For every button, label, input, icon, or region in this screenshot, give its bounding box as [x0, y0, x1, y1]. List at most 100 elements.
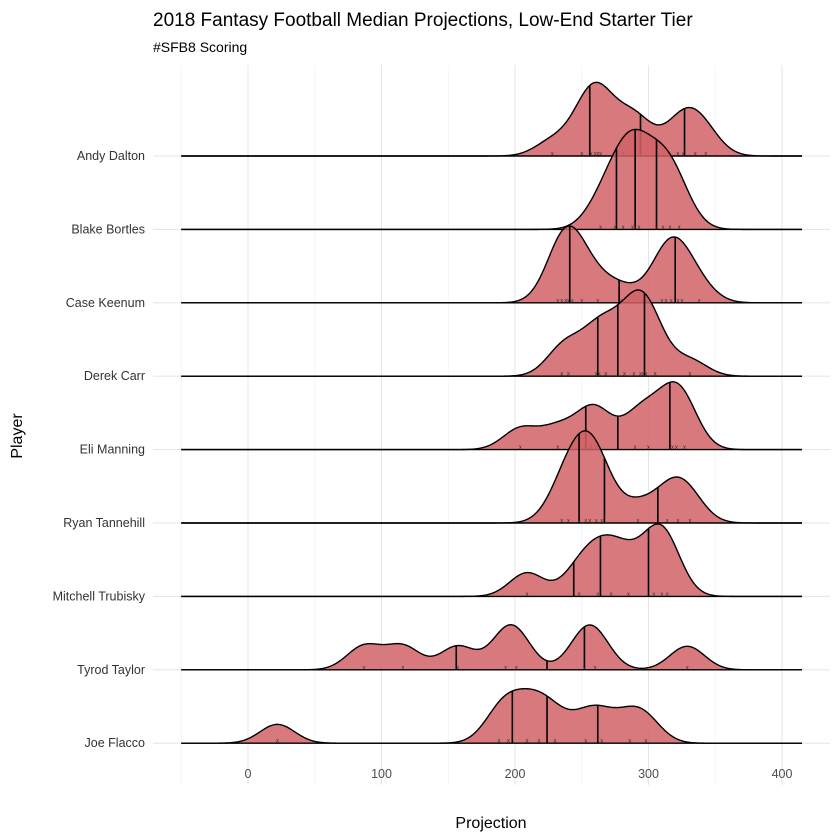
- x-tick-label: 400: [772, 767, 793, 781]
- rug-point: x: [666, 519, 669, 525]
- ridges: x x x x x x x x x xx x x x x x x x x xx x x x x x x x x x x x xx x x x x x x…: [181, 81, 803, 745]
- y-tick-label: Ryan Tannehill: [63, 516, 145, 530]
- rug-point: x: [600, 739, 603, 745]
- ridge-outline: [181, 523, 803, 598]
- chart-title: 2018 Fantasy Football Median Projections…: [153, 10, 693, 31]
- rug-point: x: [632, 372, 635, 378]
- rug-point: x: [584, 519, 587, 525]
- rug-point: x: [594, 152, 597, 158]
- rug-point: x: [652, 592, 655, 598]
- rug-point: x: [526, 592, 529, 598]
- x-tick-label: 100: [371, 767, 392, 781]
- rug-point: x: [515, 665, 518, 671]
- rug-point: x: [556, 298, 559, 304]
- rug-point: x: [551, 152, 554, 158]
- rug-point: x: [596, 152, 599, 158]
- rug-point: x: [567, 372, 570, 378]
- rug-point: x: [628, 739, 631, 745]
- y-tick-label: Joe Flacco: [85, 736, 145, 750]
- rug-point: x: [698, 298, 701, 304]
- y-tick-label: Blake Bortles: [71, 222, 145, 236]
- rug-point: x: [662, 225, 665, 231]
- rug-point: x: [678, 225, 681, 231]
- rug-point: x: [622, 225, 625, 231]
- rug-point: x: [583, 665, 586, 671]
- rug-point: x: [504, 665, 507, 671]
- rug-point: x: [456, 665, 459, 671]
- rug-point: x: [560, 372, 563, 378]
- ridge-area: [181, 129, 803, 230]
- rug-point: x: [596, 298, 599, 304]
- rug-point: x: [670, 298, 673, 304]
- rug-point: x: [564, 298, 567, 304]
- rug-point: x: [604, 372, 607, 378]
- ridge-area: [181, 624, 803, 670]
- y-tick-label: Mitchell Trubisky: [53, 589, 146, 603]
- ridge-area: [181, 688, 803, 744]
- x-tick-label: 200: [505, 767, 526, 781]
- rug-point: x: [578, 519, 581, 525]
- rug-point: x: [595, 372, 598, 378]
- rug-point: x: [507, 739, 510, 745]
- rug-point: x: [614, 225, 617, 231]
- y-tick-label: Tyrod Taylor: [77, 663, 145, 677]
- rug-point: x: [580, 152, 583, 158]
- y-tick-label: Case Keenum: [66, 296, 145, 310]
- rug-point: x: [639, 372, 642, 378]
- rug-point: x: [497, 739, 500, 745]
- rug-point: x: [578, 592, 581, 598]
- rug-point: x: [631, 225, 634, 231]
- x-axis-label: Projection: [455, 815, 526, 832]
- rug-point: x: [276, 739, 279, 745]
- y-tick-label: Andy Dalton: [77, 149, 145, 163]
- rug-point: x: [560, 519, 563, 525]
- rug-point: x: [560, 298, 563, 304]
- ridge-area: [181, 225, 803, 303]
- rug-point: x: [596, 592, 599, 598]
- rug-point: x: [588, 519, 591, 525]
- rug-point: x: [567, 519, 570, 525]
- rug-point: x: [704, 152, 707, 158]
- rug-point: x: [644, 372, 647, 378]
- rug-point: x: [634, 225, 637, 231]
- rug-point: x: [594, 665, 597, 671]
- x-tick-label: 0: [245, 767, 252, 781]
- rug-point: x: [600, 519, 603, 525]
- rug-point: x: [688, 372, 691, 378]
- rug-point: x: [598, 372, 601, 378]
- chart-subtitle: #SFB8 Scoring: [153, 39, 247, 55]
- ridge-area: [181, 82, 803, 156]
- rug-point: x: [644, 739, 647, 745]
- rug-point: x: [671, 445, 674, 451]
- x-tick-label: 300: [638, 767, 659, 781]
- rug-point: x: [554, 739, 557, 745]
- rug-point: x: [694, 152, 697, 158]
- rug-point: x: [590, 152, 593, 158]
- rug-point: x: [680, 298, 683, 304]
- y-tick-label: Derek Carr: [84, 369, 145, 383]
- rug-point: x: [623, 372, 626, 378]
- rug-point: x: [688, 519, 691, 525]
- rug-point: x: [538, 739, 541, 745]
- rug-point: x: [647, 445, 650, 451]
- ridge-area: [181, 523, 803, 597]
- rug-point: x: [664, 298, 667, 304]
- x-tick-labels: 0 100 200 300 400: [245, 767, 793, 781]
- rug-point: x: [676, 152, 679, 158]
- rug-point: x: [676, 298, 679, 304]
- rug-point: x: [584, 739, 587, 745]
- rug-point: x: [682, 152, 685, 158]
- rug-point: x: [668, 225, 671, 231]
- rug-point: x: [642, 372, 645, 378]
- rug-point: x: [363, 665, 366, 671]
- rug-point: x: [676, 519, 679, 525]
